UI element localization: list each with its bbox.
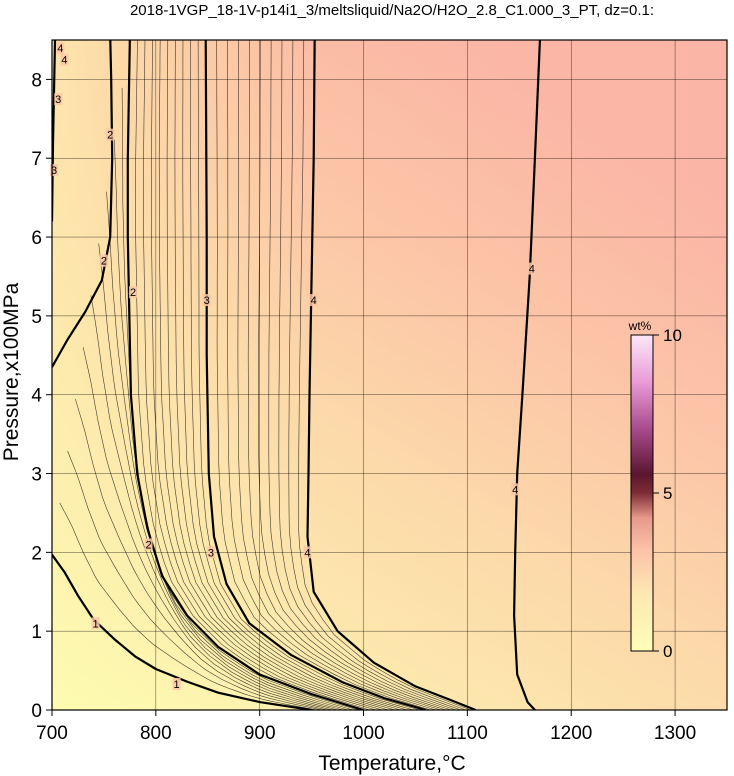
contour-label: 4 [60, 53, 69, 67]
colorbar-gradient [630, 334, 654, 652]
x-tick-label: 1100 [447, 723, 488, 744]
x-tick-label: 1300 [654, 723, 696, 744]
x-tick-label: 700 [36, 723, 68, 744]
colorbar-tick-label: 10 [663, 326, 682, 345]
y-tick-label: 7 [31, 149, 42, 170]
x-tick-label: 800 [140, 723, 172, 744]
svg-text:4: 4 [57, 43, 63, 55]
contour-line-minor [278, 40, 461, 710]
x-tick-label: 900 [244, 723, 276, 744]
contour-label: 4 [56, 41, 65, 55]
svg-text:2: 2 [146, 539, 152, 551]
contour-label: 2 [144, 538, 153, 551]
svg-text:4: 4 [529, 264, 535, 276]
contour-line-minor [197, 40, 420, 710]
y-tick-label: 2 [31, 543, 42, 564]
contour-line-minor [158, 40, 389, 710]
contour-line-minor [135, 40, 370, 710]
contour-line-minor [227, 40, 436, 710]
svg-text:4: 4 [304, 547, 310, 559]
contour-label: 2 [106, 128, 115, 142]
contour-label: 3 [202, 294, 211, 307]
colorbar: wt% 0 5 10 [628, 319, 682, 661]
y-tick-label: 3 [31, 465, 42, 486]
svg-text:2: 2 [130, 287, 136, 299]
y-tick-label: 0 [31, 701, 42, 722]
contour-line-minor [143, 40, 377, 710]
contour-line-2 [126, 40, 364, 710]
colorbar-tick-label: 0 [663, 642, 672, 661]
contour-label: 4 [303, 546, 312, 559]
field-low-shading [52, 40, 727, 710]
contour-line-minor [247, 40, 446, 710]
contour-line-minor [98, 243, 343, 710]
contour-label: 3 [50, 164, 59, 177]
contour-line-minor [190, 40, 414, 710]
y-tick-label: 4 [31, 386, 42, 407]
contour-line-minor [82, 347, 333, 710]
contour-line-minor [75, 399, 328, 710]
contour-line-minor [288, 40, 466, 710]
svg-text:3: 3 [55, 94, 61, 106]
contour-label: 2 [99, 254, 108, 268]
svg-text:4: 4 [512, 484, 518, 496]
contour-line-minor [90, 295, 338, 710]
contour-line-minor [182, 40, 408, 710]
contour-label: 4 [511, 483, 520, 496]
chart-title: 2018-1VGP_18-1V-p14i1_3/meltsliquid/Na2O… [130, 2, 654, 19]
y-tick-label: 1 [31, 622, 42, 643]
svg-text:1: 1 [93, 618, 99, 630]
y-tick-label: 5 [31, 307, 42, 328]
svg-text:3: 3 [51, 165, 57, 177]
contour-label: 4 [309, 294, 318, 307]
contour-line-minor [174, 40, 401, 710]
y-tick-label: 6 [31, 228, 42, 249]
svg-text:4: 4 [61, 55, 67, 67]
contour-label: 1 [172, 677, 181, 691]
contour-line-minor [216, 40, 431, 710]
svg-text:4: 4 [311, 295, 317, 307]
contour-label: 3 [54, 93, 63, 106]
contour-label: 1 [91, 617, 100, 630]
x-tick-label: 1000 [342, 723, 384, 744]
y-tick-label: 8 [31, 70, 42, 91]
contour-line-3 [204, 40, 427, 710]
svg-text:2: 2 [101, 256, 107, 268]
contour-line-1 [52, 554, 312, 710]
contour-line-4 [513, 40, 542, 710]
contour-line-minor [67, 450, 323, 710]
svg-text:1: 1 [174, 679, 180, 691]
contour-line-4 [306, 40, 477, 710]
contour-line-minor [166, 40, 395, 710]
svg-text:3: 3 [204, 295, 210, 307]
x-axis-ticks: 700 800 900 1000 1100 1200 1300 [36, 710, 696, 744]
grid-lines [52, 40, 727, 710]
colorbar-ticks: 0 5 10 [653, 326, 682, 661]
y-axis-ticks: 0 1 2 3 4 5 6 7 8 [31, 70, 52, 722]
contour-line-minor [106, 191, 349, 710]
contour-label: 2 [129, 286, 137, 299]
major-contours [52, 40, 542, 710]
contour-line-minor [258, 40, 451, 710]
colorbar-unit: wt% [628, 319, 652, 333]
contour-line-minor [298, 40, 471, 710]
svg-text:3: 3 [208, 547, 214, 559]
plot-frame [51, 39, 728, 711]
colorbar-tick-label: 5 [663, 484, 672, 503]
contour-label: 3 [206, 546, 215, 559]
contour-line-minor [237, 40, 441, 710]
x-tick-label: 1200 [550, 723, 592, 744]
contour-label: 4 [527, 262, 536, 276]
svg-text:2: 2 [107, 130, 113, 142]
x-axis-label: Temperature,°C [318, 752, 465, 775]
y-axis-label: Pressure,x100MPa [0, 282, 23, 461]
contour-line-minor [268, 40, 456, 710]
